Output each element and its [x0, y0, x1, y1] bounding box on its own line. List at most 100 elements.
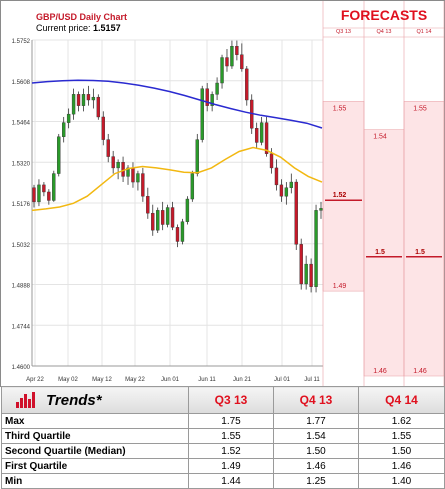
- candle-body: [86, 94, 91, 101]
- x-tick-label: Jun 01: [161, 377, 180, 383]
- candle-body: [126, 167, 130, 177]
- candle-body: [170, 207, 175, 228]
- candle-body: [141, 173, 145, 197]
- candle-body: [304, 263, 308, 285]
- candle-body: [121, 162, 125, 177]
- price-label: Current price: 1.5157: [36, 23, 121, 33]
- y-tick-label: 1.5176: [12, 202, 31, 208]
- candle-body: [225, 57, 229, 67]
- table-cell: 1.77: [273, 413, 359, 429]
- forecast-panel: 1.55 1.52 1.49 Q3 13 1.54 1.5 1.46 Q4 13 1.55 1.5…: [322, 1, 445, 386]
- candle-body: [279, 184, 284, 197]
- table-cell: 1.54: [273, 428, 359, 444]
- candle-body: [52, 173, 56, 201]
- table-cell: 1.49: [188, 458, 274, 474]
- candle-body: [195, 139, 199, 174]
- x-tick-label: May 12: [92, 377, 112, 383]
- x-axis-ticks: Apr 22 May 02 May 12 May 22 Jun 01 Jun 11 Jun …: [26, 377, 320, 383]
- forecast-q3-label: 1.55: [333, 105, 347, 112]
- candle-body: [71, 94, 76, 115]
- table-cell: 1.55: [188, 428, 274, 444]
- candle-body: [185, 198, 190, 222]
- candle-body: [81, 94, 86, 106]
- chart-title: GBP/USD Daily Chart: [36, 12, 127, 22]
- grid: [31, 39, 323, 367]
- candle-body: [235, 46, 239, 55]
- ma-short-line: [31, 146, 323, 212]
- forecast-median-label: 1.5: [415, 249, 425, 256]
- candle-body: [319, 208, 323, 211]
- table-cell: 1.50: [358, 443, 445, 459]
- candle-body: [269, 153, 274, 169]
- y-tick-label: 1.5752: [12, 39, 31, 45]
- candle-body: [264, 122, 269, 154]
- table-cell: 1.25: [273, 473, 359, 489]
- candle-body: [274, 167, 279, 186]
- candle-body: [200, 88, 204, 140]
- forecast-q1-label: 1.49: [333, 283, 347, 290]
- row-label: Max: [1, 413, 189, 429]
- trends-col-header: Q3 13: [188, 386, 274, 414]
- y-tick-label: 1.4600: [12, 365, 31, 371]
- forecasts-title: FORECASTS: [341, 7, 427, 23]
- candle-body: [37, 184, 41, 203]
- candle-body: [215, 82, 219, 95]
- candle-body: [96, 96, 101, 118]
- table-cell: 1.75: [188, 413, 274, 429]
- candle-body: [42, 184, 46, 193]
- table-cell: 1.44: [188, 473, 274, 489]
- candle-body: [160, 210, 165, 225]
- candle-body: [156, 210, 160, 231]
- candle-body: [240, 54, 244, 70]
- candle-body: [220, 57, 224, 84]
- candle-body: [146, 196, 150, 214]
- y-tick-label: 1.5320: [12, 161, 31, 167]
- row-label: Min: [1, 473, 189, 489]
- bar-chart-icon: [16, 392, 36, 408]
- y-tick-label: 1.5032: [12, 243, 31, 249]
- forecast-median-label: 1.5: [375, 249, 385, 256]
- y-tick-label: 1.4888: [12, 284, 31, 290]
- trends-header-row: Trends* Q3 13 Q4 13 Q4 14: [1, 386, 445, 414]
- table-cell: 1.40: [358, 473, 445, 489]
- candle-body: [57, 136, 61, 174]
- table-row: Third Quartile 1.55 1.54 1.55: [1, 428, 445, 444]
- candle-body: [190, 173, 195, 200]
- candle-body: [47, 191, 51, 201]
- x-tick-label: Jun 21: [233, 377, 252, 383]
- table-row: First Quartile 1.49 1.46 1.46: [1, 458, 445, 474]
- gbpusd-daily-chart: 1.5752 1.5608 1.5464 1.5320 1.5176 1.5032 1.48…: [0, 0, 445, 387]
- forecast-q1-label: 1.46: [373, 368, 387, 375]
- table-cell: 1.46: [273, 458, 359, 474]
- x-tick-label: Jun 11: [198, 377, 216, 383]
- candle-body: [131, 167, 135, 183]
- candle-body: [180, 221, 185, 242]
- candle-body: [76, 94, 81, 106]
- quartile-box-outline: [403, 101, 445, 377]
- x-tick-label: Jul 11: [304, 377, 320, 383]
- candle-body: [66, 113, 71, 123]
- candle-body: [254, 128, 259, 143]
- table-row: Min 1.44 1.25 1.40: [1, 473, 445, 489]
- y-axis-ticks: 1.5752 1.5608 1.5464 1.5320 1.5176 1.5032 1.48…: [12, 39, 31, 371]
- candle-body: [210, 94, 214, 106]
- candle-body: [289, 181, 293, 188]
- ma-long-line: [31, 79, 323, 129]
- candle-body: [230, 46, 234, 67]
- trends-col-header: Q4 14: [358, 386, 445, 414]
- quartile-box-outline: [363, 129, 405, 377]
- forecast-q3-label: 1.54: [373, 134, 387, 141]
- candle-body: [136, 173, 140, 183]
- table-cell: 1.50: [273, 443, 359, 459]
- candle-body: [111, 156, 115, 169]
- x-tick-label: May 02: [58, 377, 78, 383]
- table-cell: 1.62: [358, 413, 445, 429]
- forecast-col-header: Q1 14: [417, 29, 432, 35]
- candle-body: [284, 187, 289, 197]
- candle-body: [91, 96, 96, 101]
- y-tick-label: 1.4744: [12, 324, 31, 330]
- forecast-q1-label: 1.46: [413, 368, 427, 375]
- price-value: 1.5157: [93, 23, 121, 33]
- table-cell: 1.52: [188, 443, 274, 459]
- price-label-text: Current price:: [36, 23, 91, 33]
